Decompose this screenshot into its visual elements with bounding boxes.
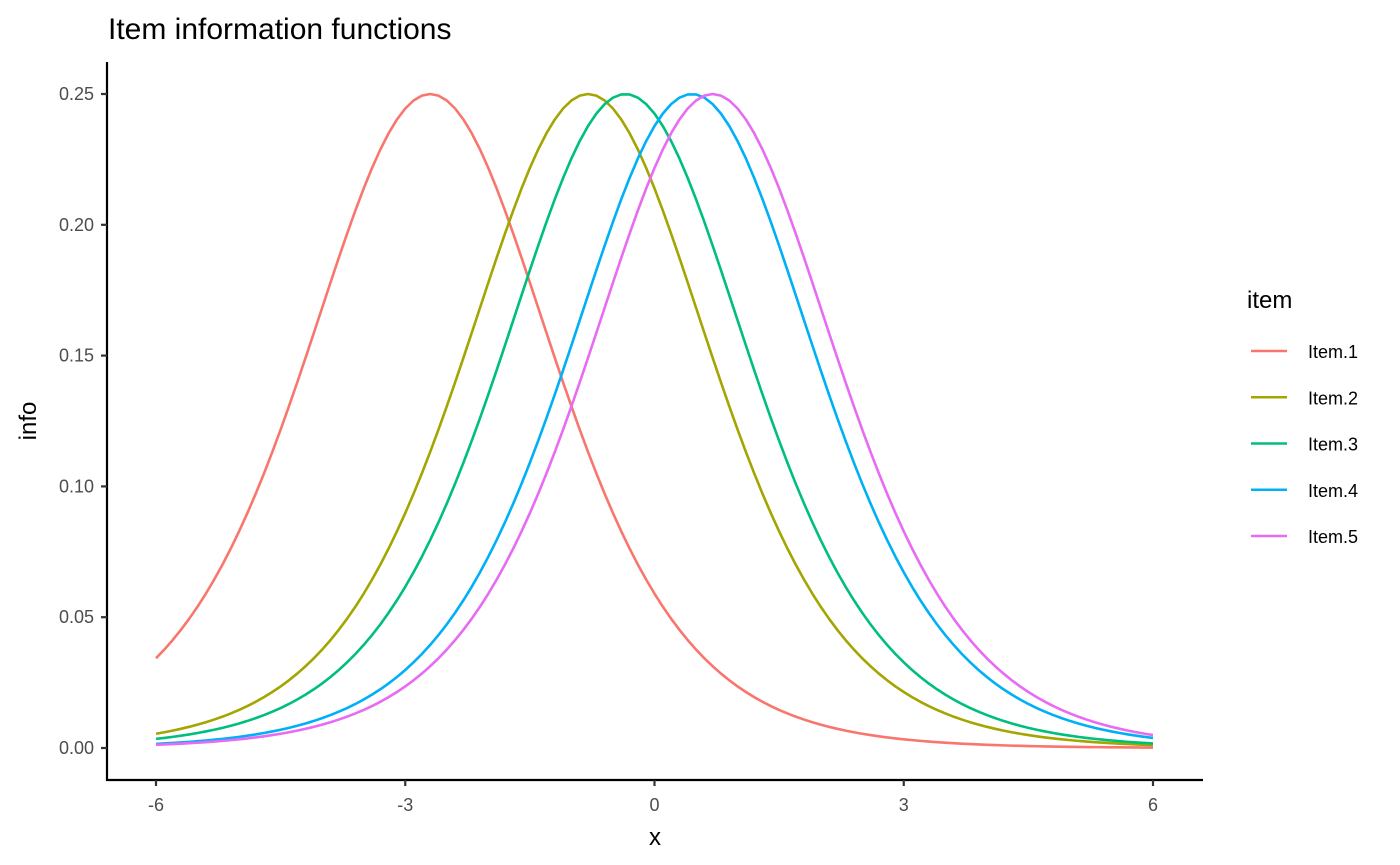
y-tick-label: 0.15 — [59, 346, 94, 366]
series-line-item-2 — [156, 94, 1153, 745]
y-axis-title: info — [15, 402, 42, 441]
x-tick-label: 3 — [899, 795, 909, 815]
x-tick-label: -6 — [148, 795, 164, 815]
y-axis-ticks: 0.00 0.05 0.10 0.15 0.20 0.25 — [59, 84, 107, 758]
series-layer — [156, 94, 1153, 748]
y-tick-label: 0.25 — [59, 84, 94, 104]
x-tick-label: 0 — [649, 795, 659, 815]
legend-items: Item.1 Item.2 Item.3 Item.4 Item.5 — [1251, 342, 1358, 547]
legend-label-item-4: Item.4 — [1308, 481, 1358, 501]
legend-label-item-2: Item.2 — [1308, 388, 1358, 408]
y-tick-label: 0.05 — [59, 607, 94, 627]
legend-label-item-1: Item.1 — [1308, 342, 1358, 362]
y-tick-label: 0.00 — [59, 738, 94, 758]
legend: item Item.1 Item.2 Item.3 Item.4 Item.5 — [1247, 287, 1358, 547]
x-tick-label: -3 — [397, 795, 413, 815]
y-tick-label: 0.20 — [59, 215, 94, 235]
legend-label-item-5: Item.5 — [1308, 527, 1358, 547]
legend-label-item-3: Item.3 — [1308, 435, 1358, 455]
x-tick-label: 6 — [1148, 795, 1158, 815]
x-axis-ticks: -6 -3 0 3 6 — [148, 780, 1158, 815]
x-axis-title: x — [649, 824, 661, 851]
chart-title: Item information functions — [108, 13, 452, 46]
legend-title: item — [1247, 287, 1292, 314]
y-tick-label: 0.10 — [59, 476, 94, 496]
